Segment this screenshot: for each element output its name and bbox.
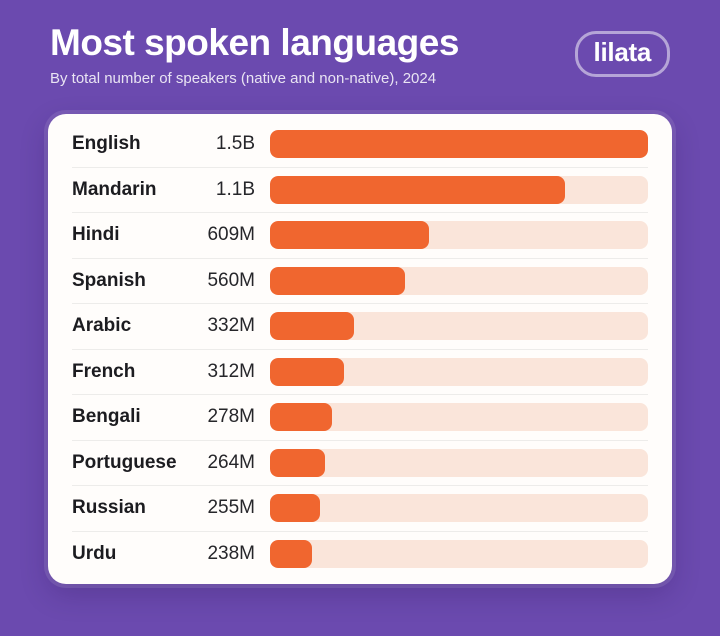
value-label: 278M bbox=[207, 406, 255, 428]
bar-track bbox=[270, 448, 648, 477]
bar-fill bbox=[270, 448, 325, 477]
language-label: Mandarin bbox=[72, 178, 157, 200]
chart-row: French 312M bbox=[72, 348, 648, 395]
value-label: 1.5B bbox=[215, 133, 255, 155]
value-label: 255M bbox=[207, 497, 255, 519]
chart-row: Spanish 560M bbox=[72, 257, 648, 304]
value-label: 560M bbox=[207, 269, 255, 291]
bar-fill bbox=[270, 175, 565, 204]
bar-track bbox=[270, 357, 648, 386]
language-label: Russian bbox=[72, 497, 146, 519]
chart-row: Russian 255M bbox=[72, 485, 648, 531]
chart-row: Bengali 278M bbox=[72, 394, 648, 440]
value-label: 1.1B bbox=[215, 178, 255, 200]
language-label: English bbox=[72, 133, 141, 155]
bar-fill bbox=[270, 130, 648, 159]
bar-track bbox=[270, 312, 648, 341]
chart-row: Mandarin 1.1B bbox=[72, 166, 648, 213]
value-label: 609M bbox=[207, 224, 255, 246]
bar-fill bbox=[270, 539, 312, 568]
bar-fill bbox=[270, 312, 354, 341]
bar-track bbox=[270, 221, 648, 250]
bar-fill bbox=[270, 357, 345, 386]
language-label: Hindi bbox=[72, 224, 120, 246]
chart-row: Arabic 332M bbox=[72, 303, 648, 349]
page-title: Most spoken languages bbox=[50, 22, 459, 63]
language-label: Urdu bbox=[72, 542, 117, 564]
language-label: Portuguese bbox=[72, 451, 177, 473]
language-label: Spanish bbox=[72, 269, 146, 291]
bar-fill bbox=[270, 221, 430, 250]
bar-track bbox=[270, 266, 648, 295]
bar-fill bbox=[270, 403, 332, 432]
lilata-logo: lilata bbox=[574, 31, 670, 78]
bar-fill bbox=[270, 266, 406, 295]
bar-track bbox=[270, 494, 648, 523]
bar-track bbox=[270, 539, 648, 568]
bar-track bbox=[270, 403, 648, 432]
value-label: 332M bbox=[207, 315, 255, 337]
bar-track bbox=[270, 175, 648, 204]
bar-chart: English 1.5B Mandarin 1.1B Hindi 609M Sp… bbox=[72, 122, 648, 576]
header: Most spoken languages By total number of… bbox=[0, 0, 720, 87]
value-label: 238M bbox=[207, 542, 255, 564]
chart-card: English 1.5B Mandarin 1.1B Hindi 609M Sp… bbox=[48, 114, 672, 584]
chart-row: English 1.5B bbox=[72, 122, 648, 167]
value-label: 312M bbox=[207, 360, 255, 382]
bar-fill bbox=[270, 494, 320, 523]
chart-row: Hindi 609M bbox=[72, 212, 648, 258]
language-label: Bengali bbox=[72, 406, 141, 428]
header-text-block: Most spoken languages By total number of… bbox=[50, 22, 459, 87]
page-subtitle: By total number of speakers (native and … bbox=[50, 69, 437, 87]
chart-row: Portuguese 264M bbox=[72, 439, 648, 486]
bar-track bbox=[270, 130, 648, 159]
language-label: French bbox=[72, 360, 136, 382]
value-label: 264M bbox=[207, 451, 255, 473]
language-label: Arabic bbox=[72, 315, 132, 337]
chart-row: Urdu 238M bbox=[72, 530, 648, 577]
